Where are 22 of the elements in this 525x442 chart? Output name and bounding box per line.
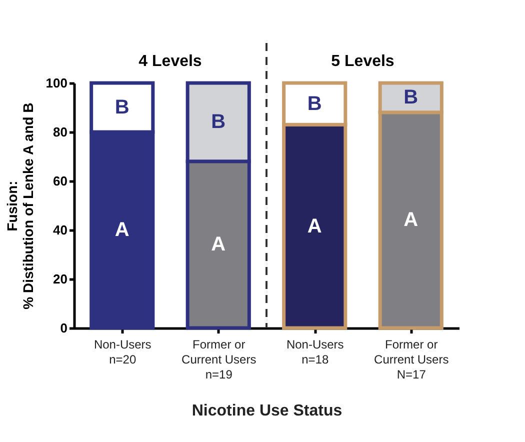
- x-tick-label: Non-Users n=18: [286, 338, 344, 366]
- x-tick-label: Former or Current Users N=17: [374, 338, 449, 382]
- text: B: [211, 111, 226, 134]
- text: A: [114, 219, 130, 241]
- text: 5 Levels: [331, 53, 394, 70]
- y-tick-label: 80: [53, 124, 68, 140]
- series-label: B: [404, 86, 418, 109]
- x-tick-label: Non-Users n=20: [94, 338, 152, 366]
- y-tick-label: 100: [46, 76, 68, 90]
- y-tick-label: 40: [53, 222, 68, 238]
- series-label: A: [307, 215, 322, 238]
- text: B: [307, 92, 322, 115]
- y-tick-label: 20: [53, 272, 68, 286]
- text: B: [114, 96, 130, 118]
- x-tick-label: Former or Current Users n=19: [182, 338, 256, 382]
- text: 4 Levels: [138, 53, 202, 70]
- y-axis-title: Fusion: % Distibution of Lenke A and B: [4, 102, 36, 310]
- text: A: [211, 234, 226, 256]
- y-tick-label: 0: [60, 320, 68, 336]
- y-tick-label: 60: [53, 174, 68, 188]
- text: A: [404, 209, 418, 232]
- x-axis-title: Nicotine Use Status: [192, 402, 342, 420]
